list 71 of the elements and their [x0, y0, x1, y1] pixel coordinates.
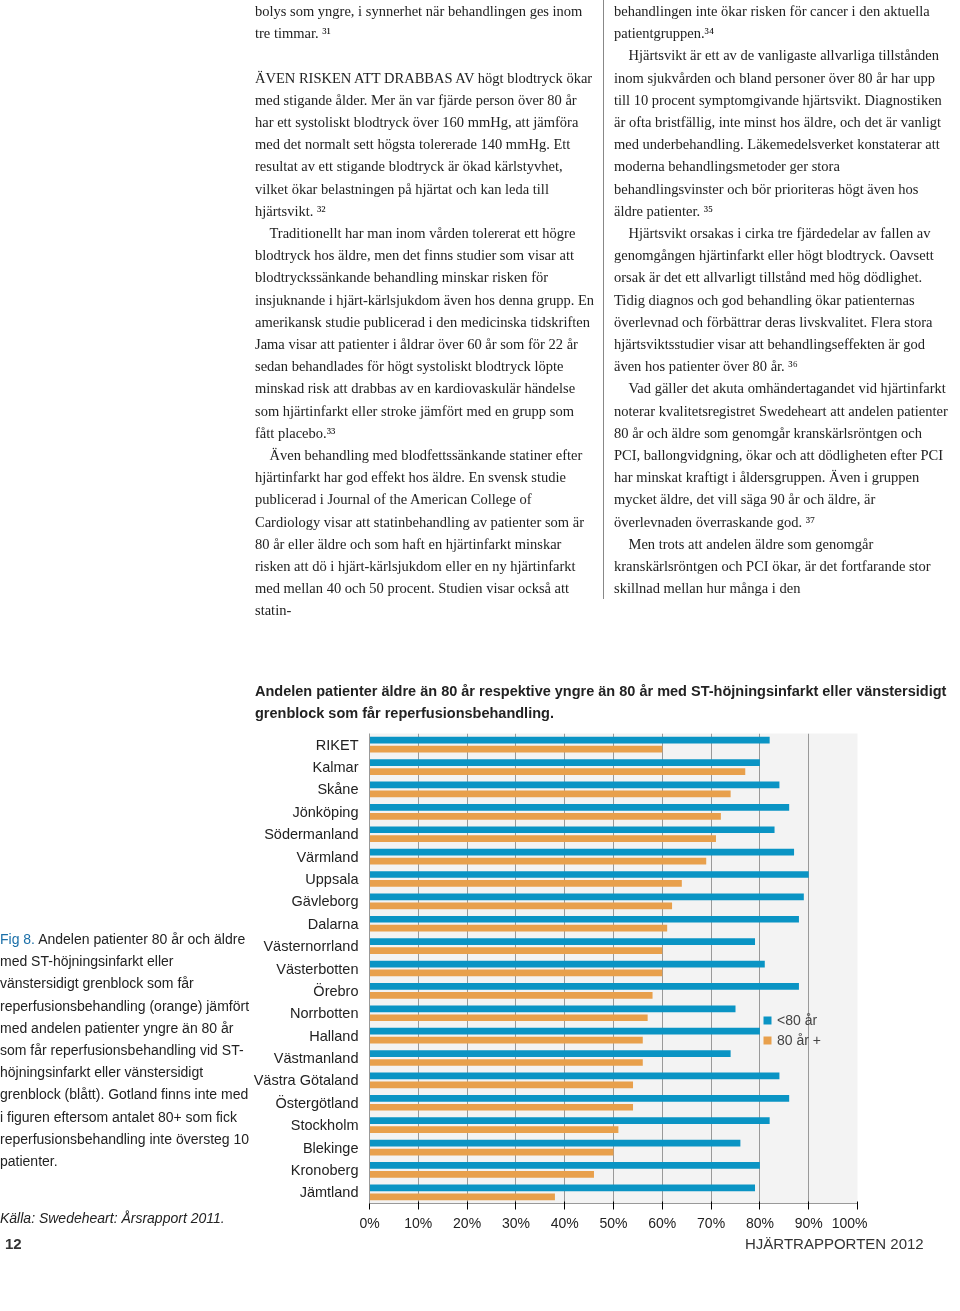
x-tick-label: 50% — [599, 1214, 628, 1231]
y-tick-label: Norrbotten — [289, 1005, 359, 1022]
x-tick-label: 30% — [501, 1214, 530, 1231]
y-tick-label: Skåne — [317, 781, 359, 798]
x-tick-label: 100% — [831, 1214, 868, 1231]
bar — [369, 924, 668, 932]
y-tick-label: Uppsala — [305, 870, 360, 887]
y-tick-label: Västra Götaland — [253, 1072, 359, 1089]
y-tick-label: Kalmar — [312, 759, 359, 776]
bar — [369, 1027, 760, 1035]
bar — [369, 1103, 634, 1111]
bar — [369, 745, 663, 753]
bar — [369, 902, 673, 910]
y-tick-label: Dalarna — [307, 915, 360, 932]
x-tick-label: 90% — [794, 1214, 823, 1231]
bar — [369, 1117, 770, 1125]
x-tick-label: 60% — [648, 1214, 677, 1231]
bar — [369, 1184, 756, 1192]
y-tick-label: Kronoberg — [290, 1161, 359, 1178]
bar — [369, 938, 756, 945]
y-tick-label: Halland — [309, 1027, 359, 1044]
legend-label: <80 år — [777, 1012, 818, 1028]
x-tick-label: 20% — [453, 1214, 482, 1231]
bar — [369, 1014, 648, 1022]
y-tick-label: Västernorrland — [263, 938, 359, 955]
x-tick-label: 40% — [550, 1214, 579, 1231]
y-tick-label: Västerbotten — [276, 960, 359, 977]
bar — [369, 880, 682, 887]
y-tick-label: Stockholm — [290, 1117, 359, 1134]
text: Källa: Swedeheart: Årsrapport 2011. — [0, 1209, 225, 1228]
y-tick-label: Södermanland — [264, 826, 359, 843]
y-tick-label: Jönköping — [292, 803, 359, 820]
x-tick-label: 70% — [697, 1214, 726, 1231]
x-tick-label: 10% — [404, 1214, 433, 1231]
y-tick-label: Örebro — [313, 981, 359, 999]
y-tick-label: Östergötland — [275, 1093, 359, 1111]
bar — [369, 1162, 760, 1169]
legend-label: 80 år + — [777, 1032, 821, 1048]
bar — [369, 759, 760, 766]
bar — [369, 804, 790, 811]
bar — [369, 835, 716, 843]
text: 12 — [5, 1234, 22, 1254]
y-tick-label: Gävleborg — [291, 893, 359, 910]
text: bolys som yngre, i synnerhet när behandlingen ges inom tre timmar. ³¹ ÄVEN RISKEN ATT DRABBAS AV högt blodtryck ökar med stigande ålder. Mer än var fjärde person över 80 år har ett systoliskt blodtryck över 160 mmHg, att jämföra med det normalt sett högsta tolererade 140 mmHg. Ett resultat av ett stigande blodtryck är ökad kärlstyvhet, vilket ökar belastningen på hjärtat och kan leda till hjärtsvikt. ³² Traditionellt har man inom vården tolererat ett högre blodtryck hos äldre, men det finns studier som visar att blodtryckssänkande behandling minskar risken för insjuknande i hjärt-kärlsjukdom även hos denna grupp. En amerikansk studie publicerad i den medicinska tidskriften Jama visar att patienter i åldrar över 60 år som för 22 år sedan behandlades för högt systoliskt blodtryck löpte minskad risk att drabbas av en kardiovaskulär händelse som hjärtinfarkt eller stroke jämfört med en grupp som fått placebo.³³ Även behandling med blodfettssänkande statiner efter hjärtinfarkt har god effekt hos äldre. En svensk studie publicerad i Journal of the American College of Cardiology visar att statinbehandling av patienter som är 80 år eller äldre och som haft en hjärtinfarkt minskar risken att dö i hjärt-kärlsjukdom eller en ny hjärtinfarkt med mellan 40 och 50 procent. Studien visar också att statin- — [255, 3, 595, 619]
x-tick-label: 0% — [359, 1214, 380, 1231]
bar — [369, 947, 663, 954]
text: HJÄRTRAPPORTEN 2012 — [745, 1234, 924, 1254]
y-tick-label: Västmanland — [273, 1050, 359, 1067]
bar — [369, 915, 799, 923]
x-tick-label: 80% — [745, 1214, 774, 1231]
bar — [369, 812, 721, 820]
bar — [369, 983, 799, 990]
chart-title: Andelen patienter äldre än 80 år respektive yngre än 80 år med ST-höjningsinfarkt eller vänstersidigt grenblock som får reperfusionsbehandling. — [255, 682, 948, 723]
y-tick-label: Jämtland — [299, 1184, 359, 1201]
bar — [369, 1050, 731, 1057]
bar — [369, 1094, 790, 1102]
bar — [369, 768, 746, 775]
text: Fig 8. Andelen patienter 80 år och äldre med ST-höjningsinfarkt eller vänstersidigt grenblock som får reperfusionsbehandling (orange) jämfört med andelen patienter yngre än 80 år som får reperfusionsbehandling vid ST-höjningsinfarkt eller vänstersidigt grenblock (blått). Gotland finns inte med i figuren eftersom antalet 80+ som fick reperfusionsbehandling inte översteg 10 patienter. — [0, 931, 250, 1170]
bar — [369, 1059, 643, 1066]
y-tick-label: Blekinge — [302, 1139, 359, 1156]
bar — [369, 1126, 619, 1133]
bar — [369, 736, 770, 744]
bar — [369, 1005, 736, 1013]
y-tick-label: Värmland — [296, 848, 359, 865]
bar — [369, 1193, 555, 1201]
text: behandlingen inte ökar risken för cancer i den aktuella patientgruppen.³⁴ Hjärtsvikt är ett av de vanligaste allvarliga tillstånden inom sjukvården och bland personer över 80 år har upp till 10 procent symptomgivande hjärtsvikt. Diagnostiken är ofta bristfällig, inte minst hos äldre, och det är vanligt med underbehandling. Läkemedelsverket konstaterar att moderna behandlingsmetoder ger stora behandlingsvinster och bör prioriteras högt även hos äldre patienter. ³⁵ Hjärtsvikt orsakas i cirka tre fjärdedelar av fallen av genomgången hjärtinfarkt eller högt blodtryck. Oavsett orsak är det ett allvarligt tillstånd med hög dödlighet. Tidig diagnos och god behandling ökar patienternas överlevnad och förbättrar deras livskvalitet. Flera stora hjärtsviktsstudier visar att behandlingseffekten är god även hos patienter över 80 år. ³⁶ Vad gäller det akuta omhändertagandet vid hjärtinfarkt noterar kvalitetsregistret Swedeheart att andelen patienter 80 år och äldre som genomgår kranskärlsröntgen och PCI, ballongvidgning, ökar och att dödligheten efter PCI har minskat kraftigt i åldersgruppen. Även i gruppen mycket äldre, det vill säga 90 år och äldre, är överlevnaden överraskande god. ³⁷ Men trots att andelen äldre som genomgår kranskärlsröntgen och PCI ökar, är det fortfarande stor skillnad mellan hur många i den — [614, 3, 948, 597]
bar — [369, 992, 653, 999]
y-tick-label: RIKET — [315, 736, 359, 753]
bar — [369, 1171, 594, 1178]
bar — [369, 826, 775, 834]
bar — [369, 871, 809, 878]
